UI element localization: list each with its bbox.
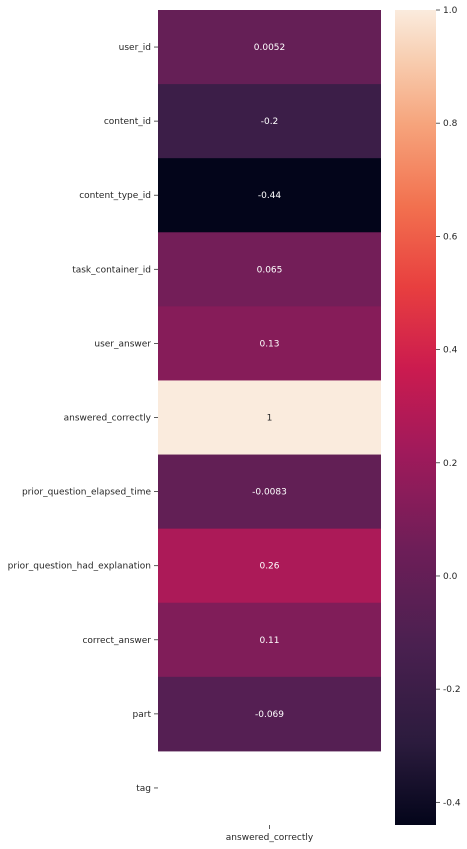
colorbar-tick-label: 0.6 <box>443 232 458 242</box>
y-tick-label: answered_correctly <box>64 414 152 424</box>
colorbar-tick-label: -0.2 <box>443 685 461 695</box>
colorbar-tick-label: 0.0 <box>443 572 458 582</box>
heatmap-cell <box>158 158 381 233</box>
y-tick-label: prior_question_had_explanation <box>8 562 151 572</box>
heatmap-cell-labels: 0.0052 -0.2 -0.44 0.065 0.13 1 -0.0083 0.26 0.11… <box>252 43 287 720</box>
y-tick-label: user_id <box>119 43 151 53</box>
y-tick-label: prior_question_elapsed_time <box>22 488 152 498</box>
y-tick-label: user_answer <box>94 339 151 349</box>
cell-value-label: 0.26 <box>259 562 279 572</box>
cell-value-label: -0.44 <box>258 191 282 201</box>
colorbar-tick-label: -0.4 <box>443 798 461 808</box>
colorbar-tick-label: 1.0 <box>443 6 458 16</box>
colorbar-tick-label: 0.8 <box>443 119 458 129</box>
cell-value-label: 0.065 <box>257 265 283 275</box>
heatmap-cell <box>158 10 381 85</box>
cell-value-label: -0.069 <box>255 710 284 720</box>
colorbar <box>395 10 436 825</box>
y-tick-label: tag <box>136 784 151 794</box>
y-tick-label: part <box>133 710 152 720</box>
heatmap-cells <box>158 10 381 752</box>
y-tick-label: content_type_id <box>79 191 151 201</box>
cell-value-label: 1 <box>267 414 273 424</box>
cell-value-label: 0.11 <box>259 636 279 646</box>
heatmap-cell <box>158 602 381 678</box>
heatmap-cell <box>158 528 381 604</box>
colorbar-ticks: 1.0 0.8 0.6 0.4 0.2 0.0 -0.2 -0.4 <box>436 6 461 808</box>
cell-value-label: 0.0052 <box>254 43 286 53</box>
y-tick-label: correct_answer <box>82 636 151 646</box>
cell-value-label: -0.0083 <box>252 488 287 498</box>
y-tick-labels: user_id content_id content_type_id task_con… <box>8 43 158 794</box>
y-tick-label: content_id <box>104 117 151 127</box>
heatmap-cell <box>158 306 381 381</box>
heatmap-cell <box>158 454 381 530</box>
heatmap-cell <box>158 232 381 307</box>
cell-value-label: 0.13 <box>259 339 279 349</box>
heatmap-cell <box>158 676 381 752</box>
heatmap-cell <box>158 84 381 159</box>
colorbar-tick-label: 0.2 <box>443 459 457 469</box>
x-tick-labels: answered_correctly <box>226 825 314 843</box>
heatmap-cell <box>158 380 381 456</box>
y-tick-label: task_container_id <box>72 265 151 275</box>
colorbar-tick-label: 0.4 <box>443 346 458 356</box>
x-tick-label: answered_correctly <box>226 833 314 843</box>
cell-value-label: -0.2 <box>261 117 279 127</box>
